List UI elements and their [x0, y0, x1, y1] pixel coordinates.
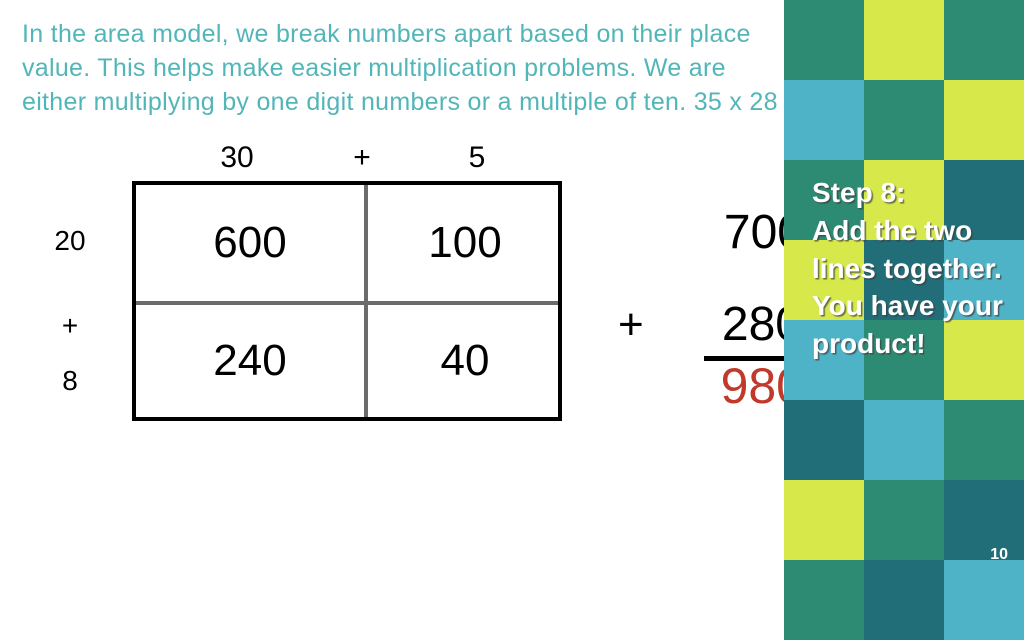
sum-plus: + — [618, 294, 644, 356]
bg-tile — [864, 400, 944, 480]
cell-top-left: 600 — [136, 185, 364, 301]
left-labels: 20 + 8 — [40, 221, 100, 426]
intro-text: In the area model, we break numbers apar… — [22, 18, 778, 119]
bg-tile — [784, 560, 864, 640]
cell-bottom-right: 40 — [368, 305, 562, 417]
page-number: 10 — [990, 546, 1008, 564]
bg-tile — [944, 400, 1024, 480]
step-body: Add the two lines together. You have you… — [812, 212, 1012, 363]
step-title: Step 8: — [812, 174, 1012, 212]
area-model-diagram: 30 + 5 20 + 8 600 100 240 40 700 + 280 9… — [22, 141, 778, 521]
sum-line-2: + 280 — [612, 294, 812, 356]
bg-tile — [944, 480, 1024, 560]
top-plus: + — [342, 141, 382, 175]
sidebar-tiles: Step 8: Add the two lines together. You … — [800, 0, 1024, 576]
cell-top-right: 100 — [368, 185, 562, 301]
bg-tile — [784, 0, 864, 80]
cell-bottom-left: 240 — [136, 305, 364, 417]
top-value-b: 5 — [382, 141, 572, 175]
left-value-a: 20 — [40, 221, 100, 311]
main-content: In the area model, we break numbers apar… — [0, 0, 800, 576]
bg-tile — [864, 80, 944, 160]
step-box: Step 8: Add the two lines together. You … — [812, 174, 1012, 363]
top-value-a: 30 — [132, 141, 342, 175]
sum-column: 700 + 280 980 — [612, 199, 812, 416]
bg-tile — [784, 80, 864, 160]
top-labels: 30 + 5 — [132, 141, 572, 175]
left-value-b: 8 — [40, 366, 100, 426]
bg-tile — [784, 400, 864, 480]
sum-total: 980 — [612, 356, 812, 416]
bg-tile — [864, 560, 944, 640]
bg-tile — [864, 0, 944, 80]
bg-tile — [864, 480, 944, 560]
bg-tile — [944, 0, 1024, 80]
left-plus: + — [40, 311, 100, 366]
bg-tile — [784, 480, 864, 560]
bg-tile — [944, 560, 1024, 640]
grid-box: 600 100 240 40 — [132, 181, 562, 421]
sum-line-1: 700 — [612, 199, 812, 294]
bg-tile — [944, 80, 1024, 160]
